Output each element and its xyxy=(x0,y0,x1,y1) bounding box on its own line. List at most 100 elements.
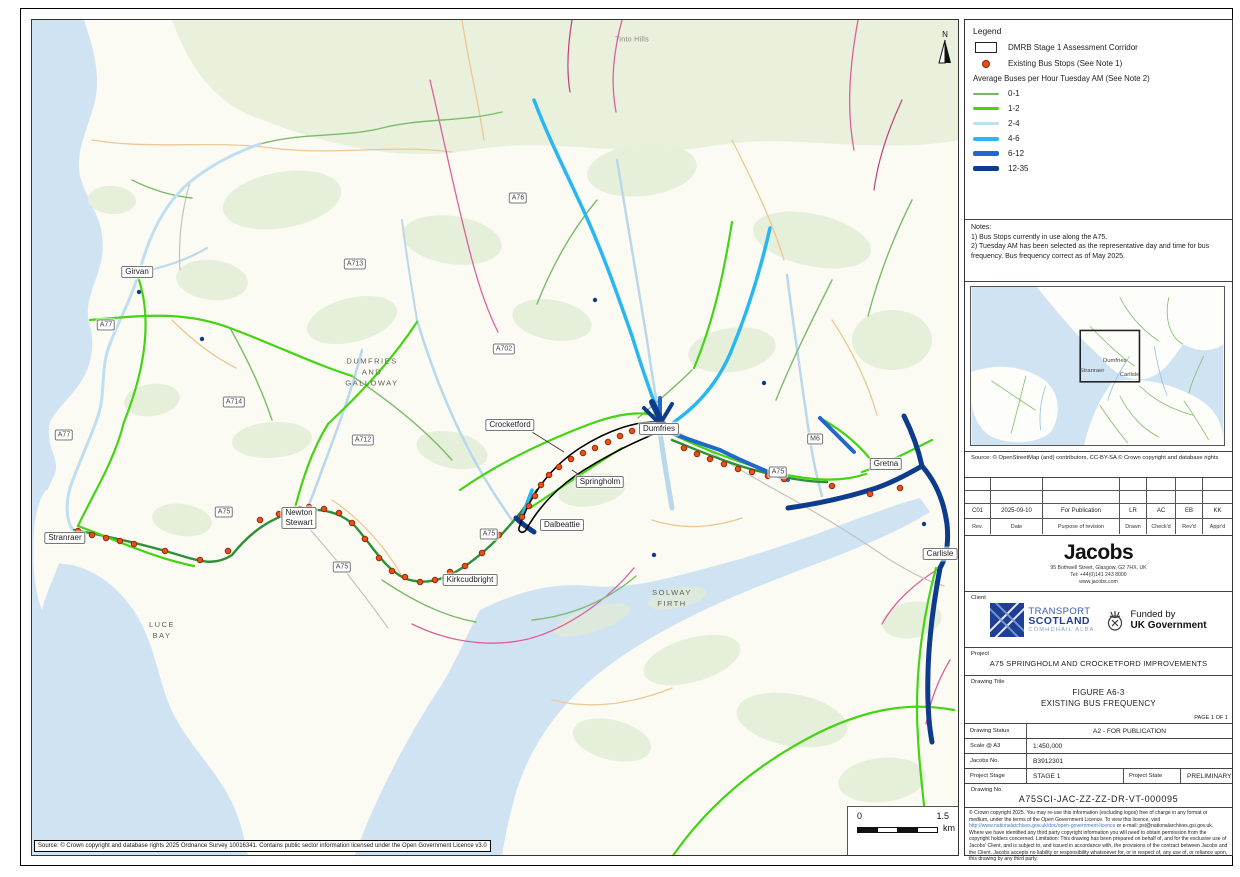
revision-table: C01 2025-09-10 For Publication LR AC EB … xyxy=(965,478,1232,536)
transport-scotland-icon xyxy=(990,603,1025,637)
freq-label-0-1: 0-1 xyxy=(1008,89,1020,98)
map-label-gretna: Gretna xyxy=(869,458,903,470)
rev-header-rev: Rev. xyxy=(965,519,991,534)
copyright-text-2: or e-mail: psi@nationalarchives.gsi.gov.… xyxy=(969,823,1228,863)
scale-unit: km xyxy=(943,823,955,833)
ts-line3: CÒMHDHAIL ALBA xyxy=(1028,626,1095,633)
note-1: 1) Bus Stops currently in use along the … xyxy=(971,233,1108,241)
page-indicator: PAGE 1 OF 1 xyxy=(1194,715,1228,721)
scale-max: 1.5 xyxy=(936,811,949,821)
freq-swatch-0-1 xyxy=(973,92,999,95)
project-block: Project A75 SPRINGHOLM AND CROCKETFORD I… xyxy=(965,648,1232,676)
jacobs-logo-block: Jacobs 95 Bothwell Street, Glasgow, G2 7… xyxy=(965,536,1232,592)
funded-by-line1: Funded by xyxy=(1130,609,1176,620)
rev-id: C01 xyxy=(965,504,991,519)
map-canvas: Girvan Stranraer Newton Stewart Kirkcudb… xyxy=(31,19,959,856)
project-stage-label: Project Stage xyxy=(965,769,1027,783)
drawing-number-value: A75SCI-JAC-ZZ-ZZ-DR-VT-000095 xyxy=(1018,794,1179,804)
freq-label-6-12: 6-12 xyxy=(1008,149,1025,158)
vegetation-patches xyxy=(88,20,958,803)
project-stage-value: STAGE 1 xyxy=(1033,772,1061,780)
map-source-note: Source: © Crown copyright and database r… xyxy=(34,840,491,852)
figure-number: FIGURE A6-3 xyxy=(1072,688,1125,697)
funded-by-line2: UK Government xyxy=(1130,620,1207,631)
uk-government-logo: Funded by UK Government xyxy=(1104,608,1207,632)
area-label-dumfries-galloway: DUMFRIES AND GALLOWAY xyxy=(345,356,399,388)
corridor-swatch xyxy=(975,42,997,53)
area-label-tinto-hills: Tinto Hills xyxy=(615,36,649,44)
scale-label: Scale @ A3 xyxy=(965,739,1027,753)
rev-header-apprd: Appr'd xyxy=(1209,523,1226,530)
jacobs-website: www.jacobs.com xyxy=(1079,578,1118,585)
royal-crest-icon xyxy=(1108,611,1123,631)
freq-swatch-4-6 xyxy=(973,136,999,141)
scale-value: 1:450,000 xyxy=(1033,742,1063,750)
bus-stop-swatch xyxy=(982,59,990,68)
minor-roads xyxy=(91,20,951,725)
area-label-solway-firth: SOLWAY FIRTH xyxy=(652,588,692,608)
jacobs-address-line1: 95 Bothwell Street, Glasgow, G2 7HX, UK xyxy=(1050,565,1147,571)
bus-stop-markers xyxy=(74,427,904,586)
project-state-label: Project State xyxy=(1123,769,1181,783)
inset-extent-box xyxy=(1079,329,1141,383)
scale-bar-segments xyxy=(857,827,938,833)
rev-date: 2025-09-10 xyxy=(991,504,1043,519)
road-label-a75-southwest: A75 xyxy=(332,561,352,573)
scale-bar: 0 1.5 km xyxy=(847,806,958,855)
road-label-a75-east: A75 xyxy=(768,466,788,478)
road-label-a75-central: A75 xyxy=(479,528,499,540)
freq-swatch-1-2 xyxy=(973,107,999,110)
freq-swatch-6-12 xyxy=(973,151,999,156)
rev-header-purpose: Purpose of revision xyxy=(1043,519,1120,534)
jacobs-address-line2: Tel: +44(0)141 243 8000 xyxy=(1070,571,1127,578)
north-arrow-icon xyxy=(938,39,951,64)
road-label-a77-south: A77 xyxy=(54,429,74,441)
location-inset-map: Dumfries Stranraer Carlisle xyxy=(965,282,1232,452)
sea-shapes xyxy=(32,20,930,855)
client-block: Client TRANSPORT SCOTLAND xyxy=(965,592,1232,648)
drawing-sheet: Girvan Stranraer Newton Stewart Kirkcudb… xyxy=(20,8,1233,866)
rev-header-revd: Rev'd xyxy=(1176,519,1203,534)
map-label-newton-stewart: Newton Stewart xyxy=(281,507,317,529)
map-label-kirkcudbright: Kirkcudbright xyxy=(442,574,498,586)
inset-label-dumfries: Dumfries xyxy=(1103,358,1127,364)
rev-header-drawn: Drawn xyxy=(1120,519,1147,534)
freq-label-1-2: 1-2 xyxy=(1008,104,1020,113)
ts-line2: SCOTLAND xyxy=(1028,615,1090,628)
road-label-a714: A714 xyxy=(222,396,246,408)
figure-title: EXISTING BUS FREQUENCY xyxy=(1040,698,1157,708)
drawing-number-label: Drawing No. xyxy=(971,787,1003,793)
rev-header-checked: Check'd xyxy=(1147,519,1176,534)
area-label-luce-bay: LUCE BAY xyxy=(148,620,176,640)
road-label-a77-north: A77 xyxy=(96,319,116,331)
note-2: 2) Tuesday AM has been selected as the r… xyxy=(971,243,1210,260)
licence-link[interactable]: http://www.nationalarchives.gov.uk/doc/o… xyxy=(969,823,1116,830)
rev-purpose: For Publication xyxy=(1043,504,1120,519)
road-label-m6: M6 xyxy=(807,433,823,445)
transport-scotland-logo: TRANSPORT SCOTLAND CÒMHDHAIL ALBA xyxy=(990,603,1094,637)
drawing-number-block: Drawing No. A75SCI-JAC-ZZ-ZZ-DR-VT-00009… xyxy=(965,784,1232,808)
road-label-a713: A713 xyxy=(343,258,367,270)
north-label: N xyxy=(942,30,948,39)
jacobs-no-value: B3912301 xyxy=(1033,757,1064,765)
copyright-block: © Crown copyright 2025. You may re-use t… xyxy=(965,808,1232,865)
scale-zero: 0 xyxy=(857,811,863,821)
drawing-title-block: Drawing Title FIGURE A6-3 EXISTING BUS F… xyxy=(965,676,1232,724)
freq-label-4-6: 4-6 xyxy=(1008,134,1020,143)
map-label-carlisle: Carlisle xyxy=(922,548,958,560)
rev-checked: AC xyxy=(1147,504,1176,519)
map-label-dalbeattie: Dalbeattie xyxy=(539,519,585,531)
project-stage-row: Project Stage STAGE 1 Project State PREL… xyxy=(965,769,1232,784)
project-label: Project xyxy=(971,651,990,657)
notes: Notes: 1) Bus Stops currently in use alo… xyxy=(965,220,1232,282)
project-state-value: PRELIMINARY xyxy=(1187,772,1232,780)
map-label-stranraer: Stranraer xyxy=(44,532,86,544)
freq-label-2-4: 2-4 xyxy=(1008,119,1020,128)
copyright-text-1: © Crown copyright 2025. You may re-use t… xyxy=(969,810,1208,823)
inset-label-carlisle: Carlisle xyxy=(1120,372,1140,378)
drawing-title-label: Drawing Title xyxy=(971,679,1005,685)
north-arrow: N xyxy=(934,30,956,67)
inset-map-graphic: Dumfries Stranraer Carlisle xyxy=(970,286,1225,446)
road-label-a76: A76 xyxy=(508,192,528,204)
bus-stops-label: Existing Bus Stops (See Note 1) xyxy=(1008,59,1123,68)
